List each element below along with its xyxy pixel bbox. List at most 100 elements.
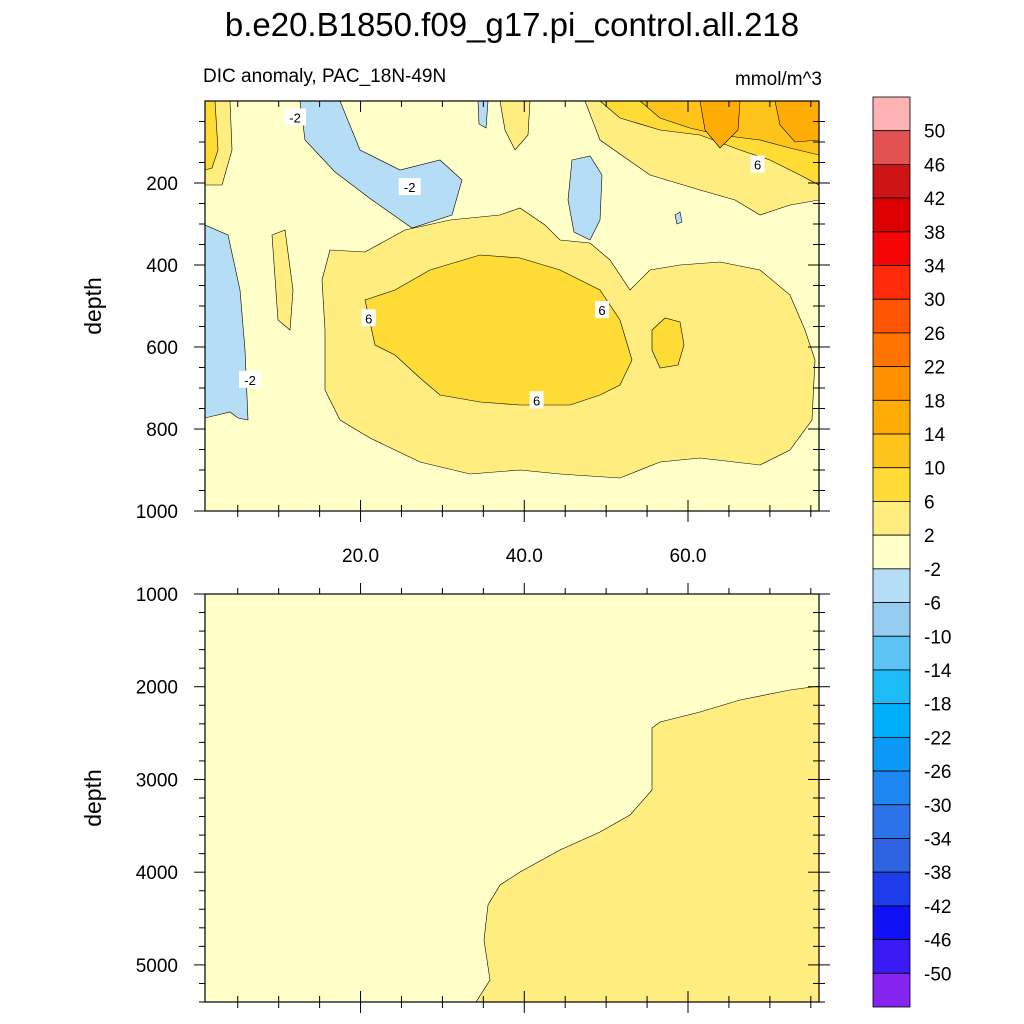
- fill-band-6-10-surface-west: [205, 101, 219, 171]
- colorbar-level-label: 30: [924, 290, 945, 311]
- lower-panel: 1000 2000 3000 4000 5000 depth: [80, 583, 830, 1013]
- lower-y-axis-label: depth: [80, 769, 106, 827]
- contour-label-box: [595, 301, 610, 319]
- units-subtitle: mmol/m^3: [735, 69, 822, 90]
- contour-label-box: [398, 178, 421, 196]
- colorbar-swatch: [872, 568, 911, 603]
- fill-band-14-18-surface-east-b: [774, 101, 819, 143]
- lower-panel-fills: [205, 594, 819, 1002]
- fill-band-neg6-neg2-upper-centre: [299, 101, 463, 229]
- colorbar-swatch: [872, 972, 911, 1008]
- contour-label: -2: [239, 370, 262, 388]
- fill-band-6-10-main: [364, 254, 633, 406]
- colorbar-level-label: -14: [924, 661, 952, 682]
- upper-y-tick-label: 200: [146, 174, 178, 195]
- contour-label: 6: [529, 391, 544, 409]
- upper-x-tick-label: 20.0: [342, 546, 379, 567]
- colorbar-swatch: [872, 298, 911, 334]
- colorbar-swatch: [872, 332, 911, 368]
- fill-band-2-6-deep: [475, 685, 819, 1002]
- contour-label-text: 6: [533, 393, 540, 408]
- colorbar-swatch: [872, 736, 911, 772]
- colorbar-level-label: 2: [924, 526, 935, 547]
- lower-x-ticks: [237, 583, 812, 1013]
- contour-label-text: 6: [754, 158, 761, 173]
- colorbar-level-label: 6: [924, 492, 935, 513]
- upper-contour-labels: -2 -2 -2 6 6 6 6: [239, 108, 765, 409]
- lower-y-tick-label: 3000: [136, 770, 178, 791]
- colorbar-swatch: [872, 433, 911, 469]
- fill-band-neg6-neg2-small: [477, 101, 489, 129]
- colorbar-swatch: [872, 366, 911, 401]
- lower-y-tick-label: 4000: [136, 863, 178, 884]
- colorbar-swatch: [872, 939, 911, 974]
- contour-label-text: -2: [404, 180, 416, 195]
- colorbar: 50 46 42 38 34 30 26 22 18 14 10 6 2 -2 -6 -10 -14 -18 -22…: [872, 96, 952, 1008]
- upper-x-tick-label: 60.0: [670, 546, 707, 567]
- upper-y-axis-label: depth: [80, 277, 106, 335]
- upper-y-tick-label: 1000: [136, 502, 178, 523]
- colorbar-swatch: [872, 602, 911, 637]
- lower-y-tick-label: 2000: [136, 678, 178, 699]
- fill-band-2-6-surface-mid: [499, 101, 531, 151]
- colorbar-level-label: -10: [924, 627, 951, 648]
- lower-y-tick-label: 1000: [136, 585, 178, 606]
- colorbar-level-label: 38: [924, 223, 945, 244]
- upper-y-tick-label: 600: [146, 338, 178, 359]
- upper-y-tick-label: 800: [146, 420, 178, 441]
- colorbar-swatch: [872, 534, 911, 570]
- contour-label: -2: [398, 178, 421, 196]
- colorbar-swatch: [872, 164, 911, 199]
- contour-label-text: 6: [598, 303, 605, 318]
- colorbar-level-label: 34: [924, 257, 946, 278]
- colorbar-level-label: 14: [924, 425, 946, 446]
- upper-y-tick-label: 400: [146, 256, 178, 277]
- colorbar-swatch: [872, 669, 911, 705]
- colorbar-level-label: 22: [924, 358, 945, 379]
- colorbar-level-label: -30: [924, 796, 951, 817]
- colorbar-level-label: -22: [924, 728, 951, 749]
- colorbar-level-label: 46: [924, 155, 945, 176]
- colorbar-swatch: [872, 265, 911, 300]
- colorbar-swatch: [872, 231, 911, 266]
- colorbar-level-label: -42: [924, 897, 951, 918]
- contour-label-box: [284, 108, 307, 126]
- contour-label-text: 6: [365, 311, 372, 326]
- fill-band-neg6-neg2-dot: [674, 211, 683, 225]
- contour-label-text: -2: [244, 373, 256, 388]
- upper-x-ticks: 20.0 40.0 60.0: [237, 101, 812, 567]
- fill-band-neg6-neg2-east: [567, 155, 603, 241]
- colorbar-level-label: -46: [924, 931, 951, 952]
- upper-x-tick-label: 40.0: [506, 546, 543, 567]
- colorbar-level-label: 26: [924, 324, 945, 345]
- contour-label: 6: [595, 301, 610, 319]
- fill-band-neg6-neg2-west: [205, 224, 249, 421]
- colorbar-level-label: 18: [924, 391, 945, 412]
- colorbar-swatch: [872, 96, 911, 132]
- left-subtitle: DIC anomaly, PAC_18N-49N: [203, 66, 446, 87]
- lower-y-tick-label: 5000: [136, 956, 178, 977]
- colorbar-swatch: [872, 130, 911, 165]
- colorbar-swatch: [872, 804, 911, 839]
- colorbar-level-label: -6: [924, 594, 941, 615]
- colorbar-level-label: 50: [924, 122, 945, 143]
- colorbar-level-label: -18: [924, 695, 951, 716]
- contour-label: -2: [284, 108, 307, 126]
- colorbar-swatch: [872, 703, 911, 738]
- contour-label-box: [529, 391, 544, 409]
- upper-panel: 20.0 40.0 60.0 200 400 600 800 1000 -2 -2 -2 6 6 6 6…: [80, 100, 830, 567]
- colorbar-level-label: 42: [924, 189, 945, 210]
- lower-y-ticks: 1000 2000 3000 4000 5000: [136, 585, 830, 1003]
- colorbar-swatch: [872, 635, 911, 671]
- fill-band-2-6-west-sliver: [271, 229, 294, 331]
- colorbar-level-label: -2: [924, 560, 941, 581]
- colorbar-level-label: -26: [924, 762, 951, 783]
- colorbar-level-label: -50: [924, 964, 951, 985]
- upper-y-ticks: 200 400 600 800 1000: [136, 121, 830, 523]
- fill-band-6-10-east-blob: [651, 317, 685, 369]
- contour-label-text: -2: [289, 110, 301, 125]
- colorbar-swatch: [872, 197, 911, 233]
- colorbar-swatch: [872, 905, 911, 940]
- contour-label: 6: [361, 309, 376, 327]
